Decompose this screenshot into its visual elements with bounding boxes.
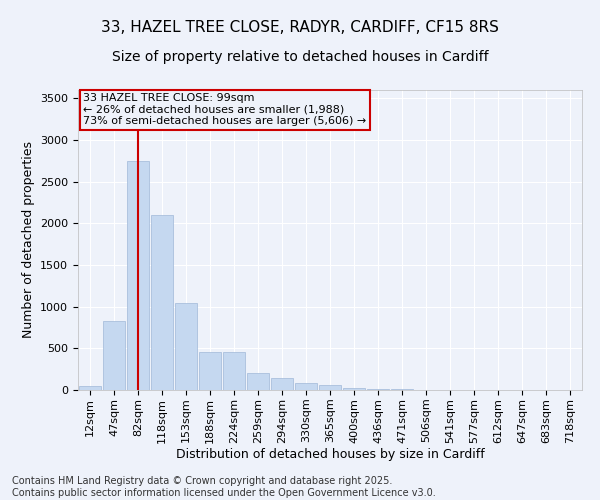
X-axis label: Distribution of detached houses by size in Cardiff: Distribution of detached houses by size … <box>176 448 484 462</box>
Bar <box>127 161 149 390</box>
Bar <box>343 388 365 390</box>
Text: Size of property relative to detached houses in Cardiff: Size of property relative to detached ho… <box>112 50 488 64</box>
Bar <box>79 386 101 390</box>
Bar <box>103 321 125 390</box>
Bar <box>199 352 221 390</box>
Y-axis label: Number of detached properties: Number of detached properties <box>22 142 35 338</box>
Bar <box>223 352 245 390</box>
Bar <box>367 389 389 390</box>
Bar <box>295 384 317 390</box>
Bar <box>247 374 269 390</box>
Bar <box>151 215 173 390</box>
Text: 33 HAZEL TREE CLOSE: 99sqm
← 26% of detached houses are smaller (1,988)
73% of s: 33 HAZEL TREE CLOSE: 99sqm ← 26% of deta… <box>83 93 366 126</box>
Bar <box>175 302 197 390</box>
Bar <box>319 386 341 390</box>
Text: 33, HAZEL TREE CLOSE, RADYR, CARDIFF, CF15 8RS: 33, HAZEL TREE CLOSE, RADYR, CARDIFF, CF… <box>101 20 499 35</box>
Bar <box>271 378 293 390</box>
Text: Contains HM Land Registry data © Crown copyright and database right 2025.
Contai: Contains HM Land Registry data © Crown c… <box>12 476 436 498</box>
